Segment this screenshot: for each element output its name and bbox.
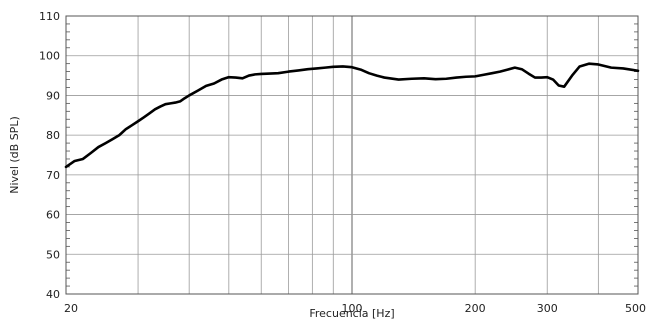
- y-axis-label: Nivel (dB SPL): [8, 116, 21, 193]
- y-tick-label: 60: [46, 209, 60, 222]
- y-tick-label: 90: [46, 89, 60, 102]
- y-tick-label: 100: [39, 50, 60, 63]
- x-tick-label: 500: [625, 302, 646, 315]
- plot-frame: [65, 15, 639, 295]
- y-tick-label: 50: [46, 248, 60, 261]
- x-tick-label: 100: [342, 302, 363, 315]
- y-tick-label: 70: [46, 169, 60, 182]
- y-tick-label: 40: [46, 288, 60, 301]
- x-tick-label: 200: [465, 302, 486, 315]
- x-tick-labels: 20 100 200 300 500: [64, 302, 646, 315]
- x-tick-label: 20: [64, 302, 78, 315]
- x-axis-label: Frecuencia [Hz]: [309, 307, 394, 320]
- y-tick-label: 110: [39, 10, 60, 23]
- grid: [65, 15, 639, 295]
- y-tick-labels: 40 50 60 70 80 90 100 110: [39, 10, 60, 301]
- y-tick-label: 80: [46, 129, 60, 142]
- y-minor-ticks: [66, 23, 638, 287]
- x-tick-label: 300: [537, 302, 558, 315]
- response-curve: [64, 62, 640, 169]
